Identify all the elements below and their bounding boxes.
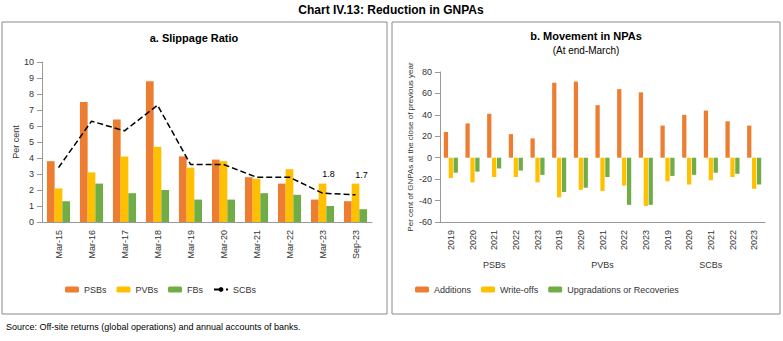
svg-text:6: 6 [29,121,34,131]
svg-text:2019: 2019 [663,230,673,250]
svg-text:2019: 2019 [554,230,564,250]
svg-text:5: 5 [29,137,34,147]
svg-text:8: 8 [29,89,34,99]
svg-text:Mar-15: Mar-15 [54,230,64,259]
svg-text:Chart IV.13: Reduction in GNPA: Chart IV.13: Reduction in GNPAs [298,3,484,17]
svg-text:1.7: 1.7 [355,170,368,180]
svg-text:Sep-23: Sep-23 [351,230,361,259]
svg-text:Source: Off-site returns (glob: Source: Off-site returns (global operati… [6,322,301,332]
svg-text:Per cent of GNPAs at the close: Per cent of GNPAs at the close of previo… [406,62,415,232]
svg-text:0: 0 [427,153,432,163]
svg-text:PSBs: PSBs [84,285,107,295]
svg-text:2019: 2019 [446,230,456,250]
svg-text:-20: -20 [419,174,432,184]
svg-text:2023: 2023 [641,230,651,250]
svg-text:SCBs: SCBs [233,285,257,295]
svg-text:2023: 2023 [533,230,543,250]
svg-text:Mar-17: Mar-17 [120,230,130,259]
svg-text:2020: 2020 [468,230,478,250]
svg-text:2022: 2022 [728,230,738,250]
svg-text:20: 20 [422,131,432,141]
svg-text:PSBs: PSBs [483,260,506,270]
svg-text:Write-offs: Write-offs [500,285,539,295]
svg-text:Mar-18: Mar-18 [153,230,163,259]
svg-text:7: 7 [29,105,34,115]
svg-text:2020: 2020 [684,230,694,250]
svg-text:-60: -60 [419,217,432,227]
svg-text:Mar-22: Mar-22 [285,230,295,259]
svg-text:40: 40 [422,110,432,120]
svg-text:Mar-19: Mar-19 [186,230,196,259]
svg-text:2021: 2021 [598,230,608,250]
svg-text:Mar-21: Mar-21 [252,230,262,259]
svg-text:2021: 2021 [489,230,499,250]
svg-text:60: 60 [422,88,432,98]
svg-text:PVBs: PVBs [136,285,159,295]
svg-text:Upgradations or Recoveries: Upgradations or Recoveries [567,285,679,295]
svg-text:2022: 2022 [619,230,629,250]
svg-text:1.8: 1.8 [322,169,335,179]
svg-text:10: 10 [24,57,34,67]
svg-text:2021: 2021 [706,230,716,250]
svg-text:SCBs: SCBs [699,260,723,270]
svg-text:2023: 2023 [749,230,759,250]
svg-text:b. Movement in NPAs: b. Movement in NPAs [530,30,642,42]
svg-text:-40: -40 [419,196,432,206]
svg-text:4: 4 [29,153,34,163]
svg-text:a. Slippage Ratio: a. Slippage Ratio [150,32,239,44]
svg-text:(At end-March): (At end-March) [553,45,620,56]
svg-text:2: 2 [29,185,34,195]
svg-text:0: 0 [29,217,34,227]
svg-text:2022: 2022 [511,230,521,250]
svg-text:Per cent: Per cent [11,125,21,159]
svg-text:Mar-16: Mar-16 [87,230,97,259]
svg-text:3: 3 [29,169,34,179]
svg-text:FBs: FBs [187,285,204,295]
svg-text:Mar-20: Mar-20 [219,230,229,259]
svg-text:80: 80 [422,67,432,77]
svg-text:9: 9 [29,73,34,83]
svg-text:1: 1 [29,201,34,211]
svg-text:PVBs: PVBs [591,260,614,270]
svg-text:Mar-23: Mar-23 [318,230,328,259]
svg-text:Additions: Additions [434,285,472,295]
svg-text:2020: 2020 [576,230,586,250]
